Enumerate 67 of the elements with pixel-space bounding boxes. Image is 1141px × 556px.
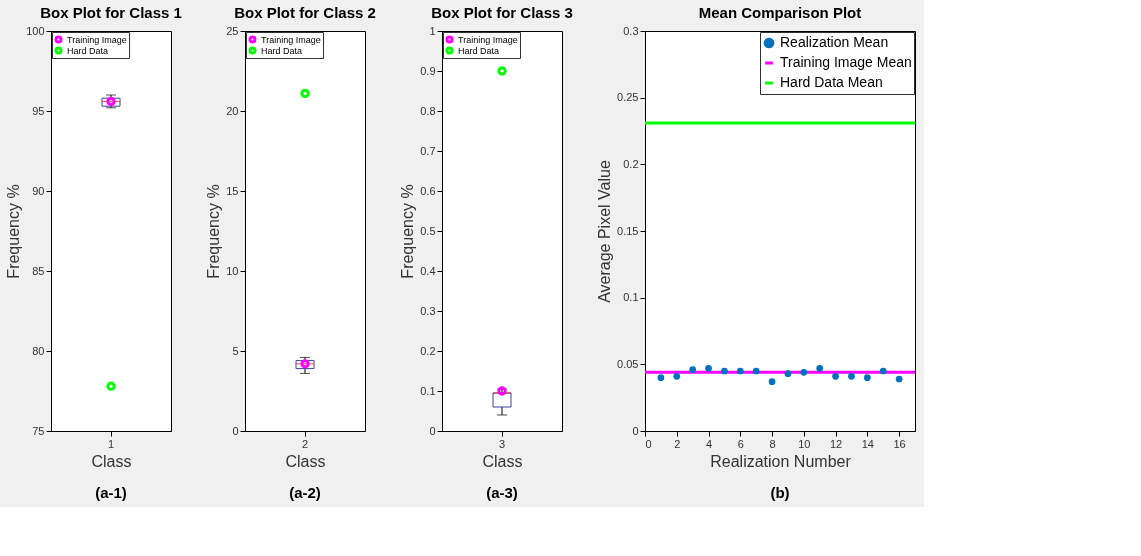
x-axis-title: Realization Number [710,452,852,470]
x-axis-title: Class [285,452,326,470]
y-tick-label: 10 [226,264,239,277]
y-tick-label: 0.3 [420,304,436,317]
legend-label: Training Image [261,34,321,45]
chart-title: Box Plot for Class 3 [431,4,573,21]
y-tick-label: 0.05 [617,357,639,370]
legend-label: Realization Mean [780,34,889,50]
text: (a-1) [95,484,127,501]
x-tick-label: 1 [107,437,115,450]
text: (b) [770,484,790,501]
y-tick-label: 0 [632,424,639,437]
x-tick-label: 2 [674,437,681,450]
x-tick-label: 6 [737,437,744,450]
text: (a-2) [289,484,321,501]
y-tick-label: 20 [226,104,239,117]
y-tick-label: 0.25 [617,91,639,104]
text: (a-3) [486,484,518,501]
y-axis-title: Frequency % [399,184,417,279]
x-tick-label: 16 [893,437,906,450]
legend-label: Hard Data [261,45,303,56]
x-axis-title: Class [482,452,523,470]
y-tick-label: 0.2 [623,157,639,170]
y-tick-label: 0.2 [420,344,436,357]
y-tick-label: 25 [226,24,239,37]
y-axis-title: Average Pixel Value [596,160,614,303]
legend-label: Hard Data [458,45,500,56]
x-tick-label: 8 [769,437,776,450]
y-tick-label: 100 [26,24,45,37]
y-tick-label: 0.9 [420,64,436,77]
y-tick-label: 0.5 [420,224,436,237]
y-axis-title: Frequency % [205,184,223,279]
y-tick-label: 0.15 [617,224,639,237]
y-axis-title: Frequency % [5,184,23,279]
y-tick-label: 15 [226,184,239,197]
x-tick-label: 10 [798,437,811,450]
y-tick-label: 5 [232,344,239,357]
y-tick-label: 75 [32,424,45,437]
chart-title: Mean Comparison Plot [698,4,862,21]
y-tick-label: 0.6 [420,184,436,197]
y-tick-label: 0.7 [420,144,436,157]
x-tick-label: 2 [301,437,309,450]
chart-title: Box Plot for Class 2 [234,4,376,21]
y-tick-label: 1 [429,24,436,37]
legend-label: Training Image [458,34,518,45]
y-tick-label: 95 [32,104,45,117]
y-tick-label: 0.3 [623,24,639,37]
chart-title: Box Plot for Class 1 [40,4,182,21]
y-tick-label: 0.4 [420,264,436,277]
y-tick-label: 0 [429,424,436,437]
y-tick-label: 0.1 [623,291,639,304]
x-tick-label: 14 [861,437,874,450]
legend-label: Training Image [67,34,127,45]
x-tick-label: 4 [705,437,713,450]
x-tick-label: 3 [498,437,506,450]
legend-label: Hard Data Mean [780,74,883,90]
x-tick-label: 0 [645,437,652,450]
y-tick-label: 0.1 [420,384,436,397]
x-tick-label: 12 [829,437,843,450]
y-tick-label: 0.8 [420,104,436,117]
x-axis-title: Class [91,452,132,470]
y-tick-label: 85 [32,264,45,277]
y-tick-label: 90 [32,184,45,197]
y-tick-label: 80 [32,344,45,357]
legend-label: Training Image Mean [780,54,912,70]
y-tick-label: 0 [232,424,239,437]
legend-label: Hard Data [67,45,109,56]
